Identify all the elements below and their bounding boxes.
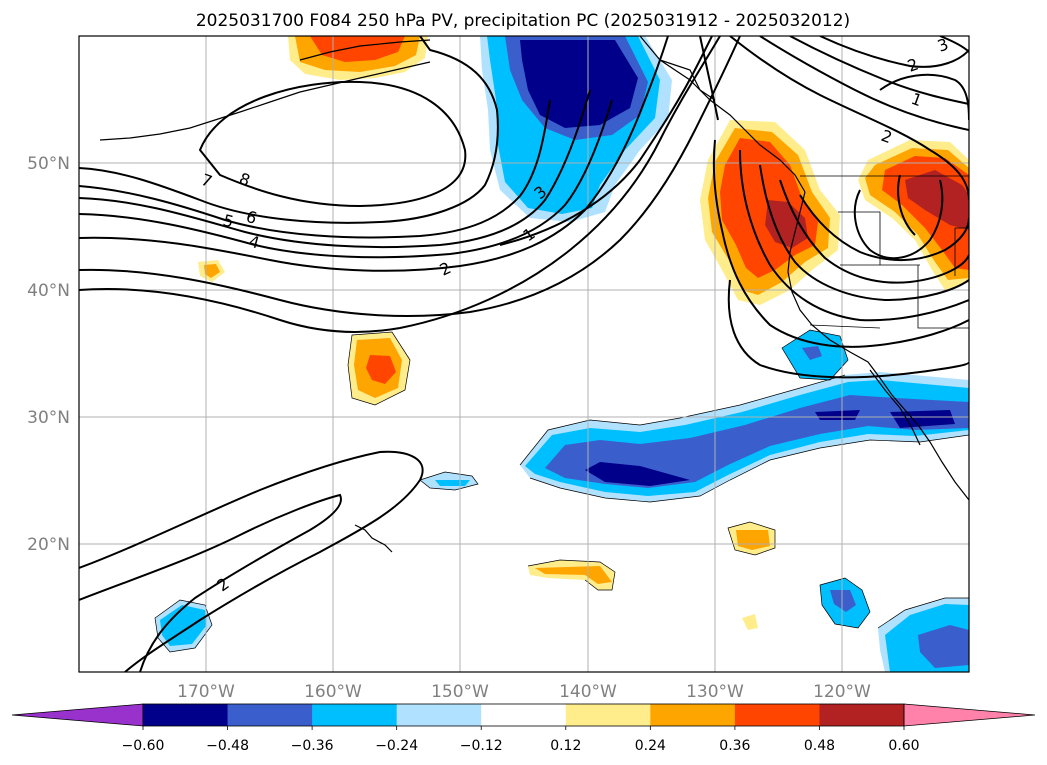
coastline-bc [639, 36, 806, 193]
colorbar-segment [734, 704, 820, 726]
lon-tick-label: 170°W [177, 682, 235, 702]
pv-contour-5 [79, 99, 613, 259]
pv-contour-8 [198, 80, 467, 208]
colorbar: −0.60 −0.48 −0.36 −0.24 −0.12 0.12 0.24 0.36 0.4… [11, 703, 1036, 754]
lat-tick-label: 40°N [27, 281, 70, 301]
lat-axis: 50°N 40°N 30°N 20°N [27, 154, 70, 555]
colorbar-segment [819, 704, 905, 726]
colorbar-extend-max [903, 703, 1036, 727]
lon-axis: 170°W 160°W 150°W 140°W 130°W 120°W [177, 682, 871, 702]
colorbar-extend-min [11, 703, 144, 727]
colorbar-tick-label: −0.24 [375, 738, 418, 754]
lat-tick-label: 20°N [27, 535, 70, 555]
colorbar-tick-label: −0.12 [460, 738, 503, 754]
lon-tick-label: 120°W [813, 682, 871, 702]
colorbar-tick-label: 0.48 [804, 738, 835, 754]
map-panel: 8 7 6 5 4 3 2 1 2 1 2 3 2 [79, 36, 969, 672]
colorbar-segment [227, 704, 313, 726]
colorbar-tick-label: 0.24 [635, 738, 666, 754]
colorbar-tick-label: −0.36 [291, 738, 334, 754]
colorbar-segment [396, 704, 482, 726]
lon-tick-label: 150°W [431, 682, 489, 702]
pv-contour-3 [79, 36, 741, 317]
colorbar-tick-label: −0.60 [122, 738, 165, 754]
pv-contour-7 [79, 36, 499, 224]
coastline-alaska [99, 61, 431, 141]
contour-label: 5 [221, 211, 236, 232]
pv-contour-4 [79, 36, 669, 272]
precip-area-small8 [742, 614, 758, 630]
colorbar-segment [565, 704, 651, 726]
precip-outlines [154, 329, 969, 653]
lat-tick-label: 30°N [27, 408, 70, 428]
map-frame [78, 35, 970, 673]
gridlines [79, 36, 969, 672]
coastline-west-coast [787, 191, 969, 501]
colorbar-tick-label: −0.48 [206, 738, 249, 754]
pv-contours [79, 36, 969, 672]
lat-tick-label: 50°N [27, 154, 70, 174]
colorbar-segment [312, 704, 398, 726]
colorbar-tick-label: 0.60 [888, 738, 919, 754]
colorbar-segment [481, 704, 567, 726]
lon-tick-label: 130°W [686, 682, 744, 702]
colorbar-tick-label: 0.12 [550, 738, 581, 754]
lon-tick-label: 140°W [559, 682, 617, 702]
chart-title: 2025031700 F084 250 hPa PV, precipitatio… [196, 11, 850, 31]
pv-contour-2 [79, 36, 721, 333]
colorbar-tick-label: 0.36 [719, 738, 750, 754]
colorbar-frame [142, 703, 905, 727]
pv-contour-2-south [79, 450, 424, 672]
colorbar-segment [143, 704, 229, 726]
pv-contour-6 [79, 89, 591, 249]
pv-contour-1 [499, 36, 713, 246]
lon-tick-label: 160°W [304, 682, 362, 702]
contour-label: 4 [247, 232, 262, 253]
colorbar-segment [650, 704, 736, 726]
